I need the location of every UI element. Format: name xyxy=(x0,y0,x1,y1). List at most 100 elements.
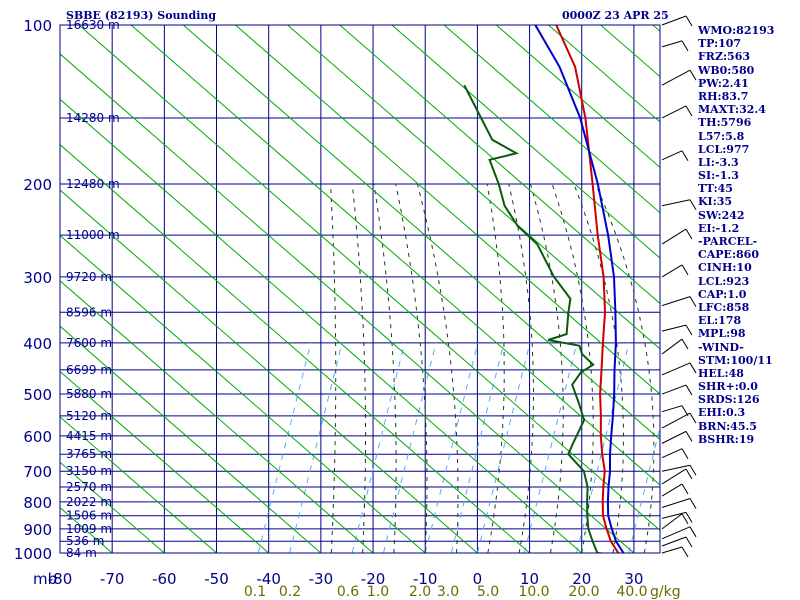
wind-barb xyxy=(661,199,691,207)
grid-layer xyxy=(59,24,660,554)
index-row: SHR+:0.0 xyxy=(698,380,758,394)
wind-barb-flag xyxy=(681,150,689,162)
wind-barb-flag xyxy=(689,464,697,476)
index-row: EI:-1.2 xyxy=(698,221,740,235)
wind-barb xyxy=(661,296,691,307)
height-label: 8596 m xyxy=(66,305,112,319)
wind-barb-flag xyxy=(681,40,689,52)
dry-adiabat xyxy=(235,25,660,395)
dry-adiabat xyxy=(60,189,478,553)
mixing-ratio-label: 10.0 xyxy=(518,584,549,600)
dry-adiabat xyxy=(60,280,374,553)
dry-adiabat xyxy=(287,25,660,350)
height-label: 1009 m xyxy=(66,522,112,536)
moist-adiabat xyxy=(351,183,367,553)
height-label: 536 m xyxy=(66,534,104,548)
wind-barb-flag xyxy=(689,412,697,424)
moist-adiabat-lines xyxy=(330,183,655,553)
dry-adiabat xyxy=(60,53,635,553)
height-label: 84 m xyxy=(66,546,97,560)
moist-adiabat xyxy=(551,183,594,553)
parcel-trace xyxy=(534,25,625,553)
mixing-ratio-label: 20.0 xyxy=(568,584,599,600)
index-row: HEL:48 xyxy=(698,366,744,380)
mixing-ratio-label: 5.0 xyxy=(477,584,499,600)
wind-barb xyxy=(661,384,687,395)
wind-barb xyxy=(661,483,683,497)
dry-adiabat xyxy=(60,416,217,553)
wind-barbs xyxy=(661,15,697,558)
temperature-tick-label: 30 xyxy=(624,570,643,588)
wind-barb-flag xyxy=(681,405,689,416)
pressure-tick-label: 400 xyxy=(23,335,52,353)
index-row: LCL:977 xyxy=(698,142,750,156)
moist-adiabat xyxy=(395,183,428,553)
index-row: KI:35 xyxy=(698,195,733,209)
wind-barb xyxy=(661,511,687,519)
dry-adiabat xyxy=(339,25,660,305)
mixing-ratio-line xyxy=(523,342,578,553)
dry-adiabat xyxy=(78,25,660,531)
index-row: MAXT:32.4 xyxy=(698,103,766,117)
pressure-tick-label: 900 xyxy=(23,521,52,539)
pressure-tick-label: 300 xyxy=(23,269,52,287)
mixing-ratio-line xyxy=(628,425,660,553)
temperature-tick-label: -60 xyxy=(152,570,177,588)
index-row: MPL:98 xyxy=(698,327,746,341)
height-label: 4415 m xyxy=(66,429,112,443)
mixing-ratio-line xyxy=(476,342,531,553)
wind-barb xyxy=(661,468,687,485)
moist-adiabat xyxy=(595,183,655,553)
mixing-ratio-lines xyxy=(257,342,660,553)
wind-barb-flag xyxy=(689,362,697,374)
wind-barb xyxy=(661,69,691,86)
wind-barb xyxy=(661,324,687,332)
height-label: 7600 m xyxy=(66,336,112,350)
mixing-ratio-line xyxy=(424,342,479,553)
temperature-tick-label: 20 xyxy=(572,570,591,588)
wind-barb-flag xyxy=(681,513,689,525)
wind-barb-flag xyxy=(689,199,697,211)
plot-frame xyxy=(59,24,661,554)
index-row: LFC:858 xyxy=(698,300,750,314)
wind-barb-flag xyxy=(689,296,697,307)
wind-barb-flag xyxy=(685,324,693,336)
wind-barb-flag xyxy=(685,384,693,396)
moist-adiabat xyxy=(416,183,459,553)
wind-barb-flag xyxy=(685,228,693,240)
wind-barb xyxy=(661,228,687,245)
mixing-ratio-label: 1.0 xyxy=(367,584,389,600)
temperature-tick-label: -20 xyxy=(361,570,386,588)
index-row: LI:-3.3 xyxy=(698,155,739,169)
wind-barb-flag xyxy=(689,498,697,509)
wind-barb xyxy=(661,405,683,413)
temperature-tick-label: 0 xyxy=(473,570,483,588)
moist-adiabat xyxy=(530,183,564,553)
mixing-ratio-unit: g/kg xyxy=(650,584,681,600)
wind-barb-flag xyxy=(681,264,689,276)
chart-datetime: 0000Z 23 APR 25 xyxy=(562,9,669,22)
wind-barb-flag xyxy=(685,468,693,480)
wind-barb xyxy=(661,536,687,547)
moist-adiabat xyxy=(573,183,625,553)
wind-barb xyxy=(661,513,683,530)
wind-barb-flag xyxy=(685,536,693,548)
height-label: 2022 m xyxy=(66,495,112,509)
dry-adiabat xyxy=(60,144,530,553)
mixing-ratio-line xyxy=(351,342,406,553)
height-label: 2570 m xyxy=(66,480,112,494)
dry-adiabat xyxy=(391,25,660,259)
dry-adiabat xyxy=(130,25,660,486)
dry-adiabat xyxy=(60,234,426,553)
height-label: 12480 m xyxy=(66,177,120,191)
wind-barb xyxy=(661,448,683,459)
mixing-ratio-line xyxy=(383,342,437,553)
wind-barb-flag xyxy=(681,483,689,495)
wind-barb xyxy=(661,264,683,278)
height-label: 5120 m xyxy=(66,409,112,423)
wind-barb-flag xyxy=(689,69,697,81)
dry-adiabat xyxy=(60,370,270,553)
index-row: PW:2.41 xyxy=(698,76,749,90)
dry-adiabat xyxy=(182,25,660,441)
